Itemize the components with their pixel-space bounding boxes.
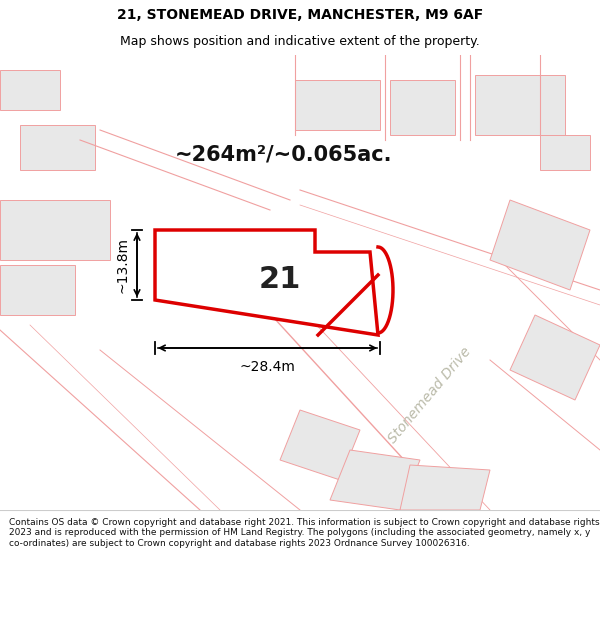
- Text: Stonemead Drive: Stonemead Drive: [386, 344, 474, 446]
- Polygon shape: [490, 200, 590, 290]
- Polygon shape: [0, 200, 110, 260]
- Polygon shape: [295, 80, 380, 130]
- Polygon shape: [390, 80, 455, 135]
- Polygon shape: [540, 135, 590, 170]
- Polygon shape: [475, 75, 565, 135]
- Polygon shape: [155, 230, 378, 335]
- Polygon shape: [0, 265, 75, 315]
- Text: ~264m²/~0.065ac.: ~264m²/~0.065ac.: [175, 145, 392, 165]
- Text: Map shows position and indicative extent of the property.: Map shows position and indicative extent…: [120, 35, 480, 48]
- Polygon shape: [330, 450, 420, 510]
- Text: Contains OS data © Crown copyright and database right 2021. This information is : Contains OS data © Crown copyright and d…: [9, 518, 599, 548]
- Text: ~13.8m: ~13.8m: [115, 237, 129, 293]
- Text: 21, STONEMEAD DRIVE, MANCHESTER, M9 6AF: 21, STONEMEAD DRIVE, MANCHESTER, M9 6AF: [117, 8, 483, 22]
- Text: 21: 21: [259, 266, 301, 294]
- Polygon shape: [0, 70, 60, 110]
- Text: ~28.4m: ~28.4m: [239, 360, 295, 374]
- Polygon shape: [510, 315, 600, 400]
- Polygon shape: [20, 125, 95, 170]
- Polygon shape: [400, 465, 490, 510]
- Polygon shape: [280, 410, 360, 480]
